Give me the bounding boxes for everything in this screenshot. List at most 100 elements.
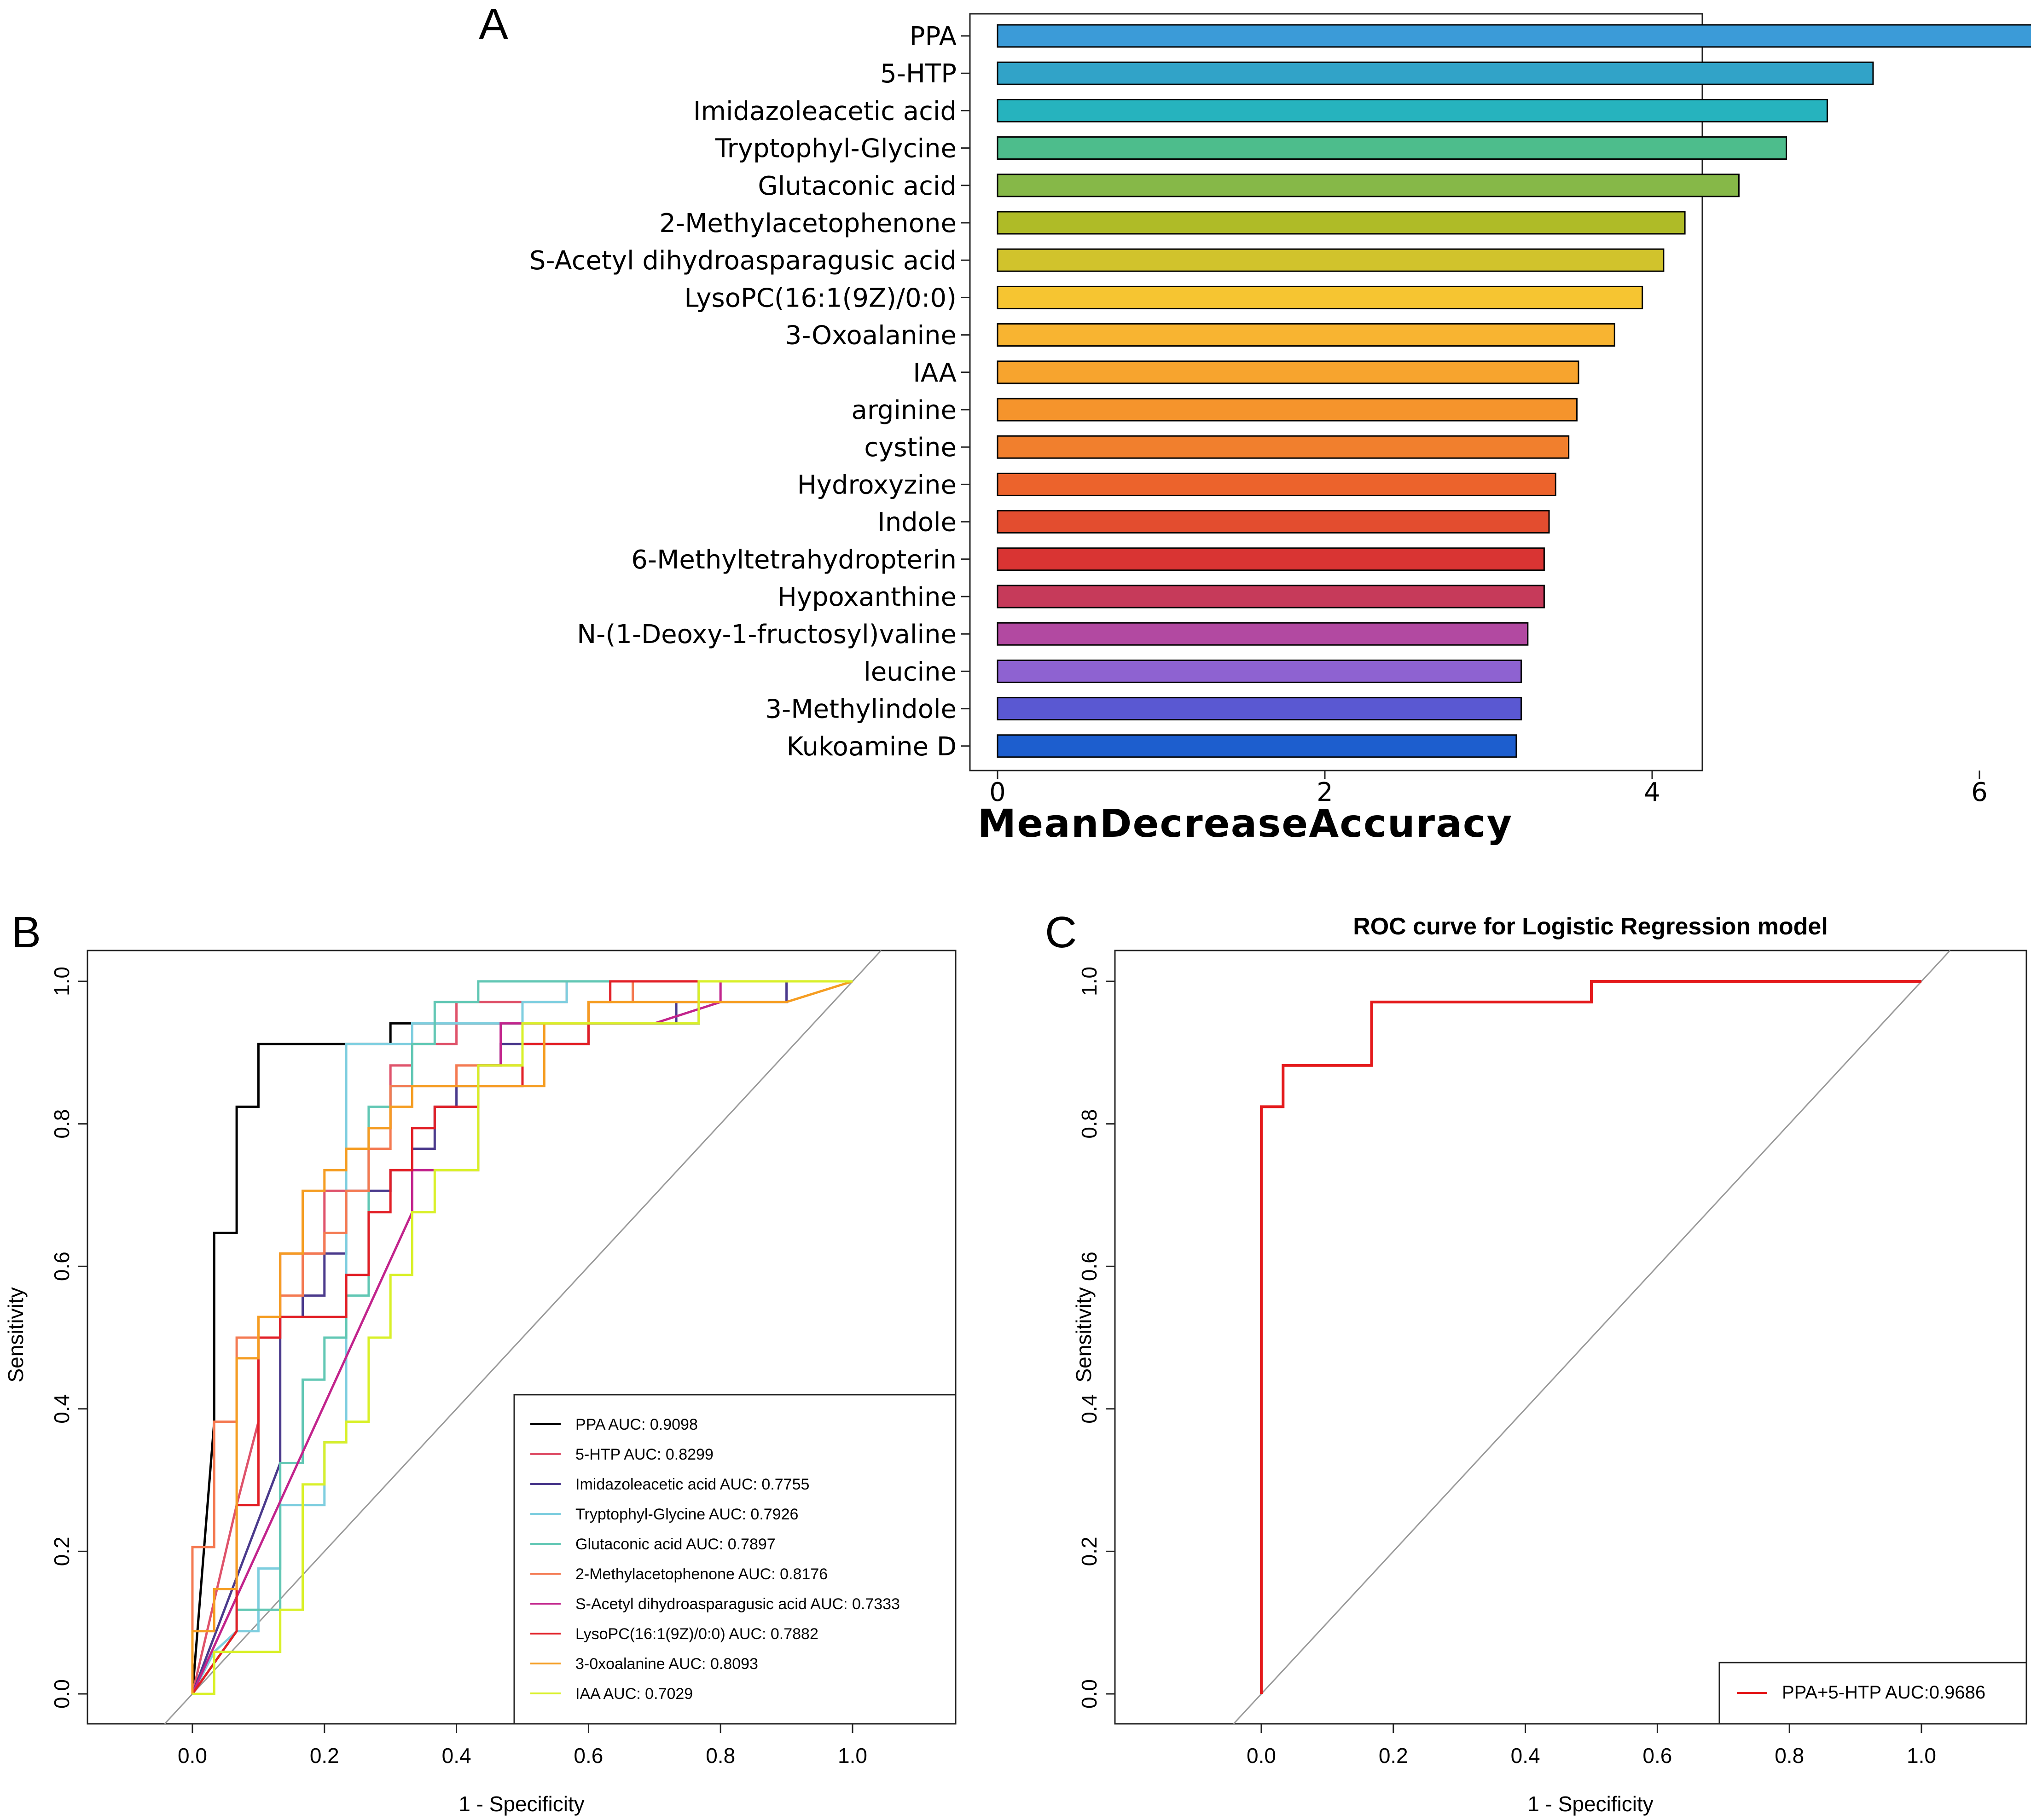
bar-11: [997, 435, 1570, 459]
panel-c-x-tick-label-0: 0.0: [1247, 1744, 1276, 1768]
panel-b-legend-label-7: LysoPC(16:1(9Z)/0:0) AUC: 0.7882: [575, 1625, 818, 1643]
panel-b-legend: PPA AUC: 0.9098 5-HTP AUC: 0.8299 Imidazol…: [513, 1394, 957, 1725]
category-label-19: Kukoamine D: [787, 732, 957, 762]
category-label-5: 2-Methylacetophenone: [659, 209, 957, 238]
category-label-1: 5-HTP: [880, 59, 957, 89]
panel-b-x-tick-label-2: 0.4: [442, 1744, 471, 1768]
panel-b-plot-area: 0.0 0.2 0.4 0.6 0.8 1.0 0.0 0.2 0.4 0.6 0.8 1.0: [50, 950, 882, 1768]
panel-b-y-tick-label-4: 0.8: [50, 1109, 74, 1139]
panel-a-label: A: [479, 0, 508, 49]
panel-b-roc-curve-7: [191, 980, 853, 1695]
panel-b-x-axis-label: 1 - Specificity: [458, 1792, 585, 1816]
bar-17: [997, 659, 1522, 683]
bar-4: [997, 174, 1740, 197]
panel-b-legend-label-2: Imidazoleacetic acid AUC: 0.7755: [575, 1476, 809, 1493]
panel-c-label: C: [1045, 908, 1077, 957]
panel-b-legend-label-5: 2-Methylacetophenone AUC: 0.8176: [575, 1565, 828, 1583]
panel-c-x-axis-label: 1 - Specificity: [1527, 1792, 1654, 1816]
panel-c-roc-chart: C ROC curve for Logistic Regression mode…: [1045, 908, 2027, 1816]
panel-b-y-tick-label-5: 1.0: [50, 967, 74, 996]
panel-c-x-tick-label-4: 0.8: [1775, 1744, 1804, 1768]
category-label-8: 3-Oxoalanine: [785, 321, 957, 351]
panel-c-x-tick-label-3: 0.6: [1642, 1744, 1672, 1768]
bar-10: [997, 398, 1578, 422]
category-label-16: N-(1-Deoxy-1-fructosyl)valine: [577, 620, 957, 649]
bar-2: [997, 99, 1828, 122]
panel-c-plot-frame: [1114, 950, 2027, 1725]
panel-c-x-tick-label-5: 1.0: [1907, 1744, 1936, 1768]
panel-b-legend-label-3: Tryptophyl-Glycine AUC: 0.7926: [575, 1506, 798, 1523]
panel-c-y-axis-label: Sensitivity: [1072, 1287, 1096, 1382]
category-label-2: Imidazoleacetic acid: [693, 96, 957, 126]
category-label-3: Tryptophyl-Glycine: [715, 134, 957, 164]
category-label-14: 6-Methyltetrahydropterin: [631, 545, 957, 575]
panel-c-y-tick-label-2: 0.4: [1077, 1394, 1101, 1424]
x-tick-label-1: 2: [1317, 777, 1333, 807]
panel-b-diagonal-reference-line: [164, 950, 882, 1725]
panel-b-roc-chart: B 0.0 0.2 0.4 0.6 0.8 1.0 0.0 0.2 0.4 0.6 0.8 1.0 1…: [4, 908, 957, 1816]
panel-b-x-tick-label-5: 1.0: [838, 1744, 867, 1768]
bar-9: [997, 360, 1579, 384]
panel-c-diagonal-reference-line: [1233, 950, 1951, 1725]
panel-b-legend-label-1: 5-HTP AUC: 0.8299: [575, 1446, 714, 1463]
x-tick-label-3: 6: [1971, 777, 1988, 807]
panel-c-y-tick-label-0: 0.0: [1077, 1679, 1101, 1709]
panel-c-y-tick-label-4: 0.8: [1077, 1109, 1101, 1139]
bar-5: [997, 211, 1686, 235]
bar-7: [997, 285, 1643, 309]
panel-b-y-axis-label: Sensitivity: [4, 1287, 28, 1382]
panel-c-y-tick-label-5: 1.0: [1077, 967, 1101, 996]
panel-c-roc-curve-0: [1260, 980, 1921, 1694]
panel-b-y-tick-label-0: 0.0: [50, 1679, 74, 1709]
category-label-15: Hypoxanthine: [778, 582, 957, 612]
panel-b-x-tick-label-0: 0.0: [178, 1744, 207, 1768]
bar-1: [997, 61, 1874, 85]
category-label-6: S-Acetyl dihydroasparagusic acid: [529, 246, 957, 276]
panel-a-category-labels: PPA 5-HTP Imidazoleacetic acid Tryptophyl-G…: [529, 22, 970, 762]
panel-b-legend-label-0: PPA AUC: 0.9098: [575, 1416, 698, 1433]
bar-14: [997, 547, 1545, 571]
panel-b-legend-box: [513, 1394, 957, 1725]
panel-b-roc-curve-9: [192, 980, 853, 1695]
panel-b-y-tick-label-1: 0.2: [50, 1536, 74, 1566]
panel-b-legend-label-8: 3-0xoalanine AUC: 0.8093: [575, 1655, 758, 1673]
panel-b-x-tick-label-3: 0.6: [574, 1744, 603, 1768]
panel-b-roc-curve-4: [191, 980, 853, 1695]
panel-c-x-tick-label-1: 0.2: [1379, 1744, 1408, 1768]
category-label-11: cystine: [864, 433, 957, 463]
category-label-17: leucine: [864, 657, 957, 687]
panel-c-legend-box: [1718, 1662, 2027, 1725]
panel-a-bars: [997, 24, 2031, 758]
bar-6: [997, 248, 1665, 272]
bar-15: [997, 585, 1545, 609]
panel-c-plot-area: 0.0 0.2 0.4 0.6 0.8 1.0 0.0 0.2 0.4 0.6 0.8 1.0: [1077, 950, 1951, 1768]
panel-c-title: ROC curve for Logistic Regression model: [1353, 913, 1828, 940]
bar-13: [997, 510, 1550, 534]
bar-19: [997, 734, 1517, 758]
bar-8: [997, 323, 1615, 347]
panel-b-roc-curve-8: [191, 980, 853, 1694]
category-label-12: Hydroxyzine: [797, 470, 957, 500]
x-tick-label-0: 0: [989, 777, 1006, 807]
panel-a-x-axis-label: MeanDecreaseAccuracy: [978, 801, 1513, 846]
category-label-18: 3-Methylindole: [765, 695, 957, 725]
bar-16: [997, 622, 1529, 646]
category-label-7: LysoPC(16:1(9Z)/0:0): [684, 283, 957, 313]
category-label-4: Glutaconic acid: [758, 171, 957, 201]
category-label-0: PPA: [910, 22, 957, 52]
panel-b-x-tick-label-1: 0.2: [310, 1744, 339, 1768]
category-label-9: IAA: [913, 358, 957, 388]
category-label-10: arginine: [852, 395, 957, 425]
bar-3: [997, 136, 1787, 160]
panel-a-bar-chart: A PPA 5-HTP Imidazoleacetic acid Tryptophyl…: [479, 0, 2031, 846]
x-tick-label-2: 4: [1644, 777, 1660, 807]
panel-c-legend-label-0: PPA+5-HTP AUC:0.9686: [1782, 1682, 1985, 1703]
panel-c-y-tick-label-3: 0.6: [1077, 1252, 1101, 1281]
panel-a-plot-frame: [969, 13, 1703, 771]
panel-c-y-tick-label-1: 0.2: [1077, 1536, 1101, 1566]
panel-b-x-tick-label-4: 0.8: [706, 1744, 735, 1768]
panel-b-label: B: [12, 908, 41, 957]
panel-b-y-tick-label-3: 0.6: [50, 1252, 74, 1281]
bar-0: [997, 24, 2031, 48]
